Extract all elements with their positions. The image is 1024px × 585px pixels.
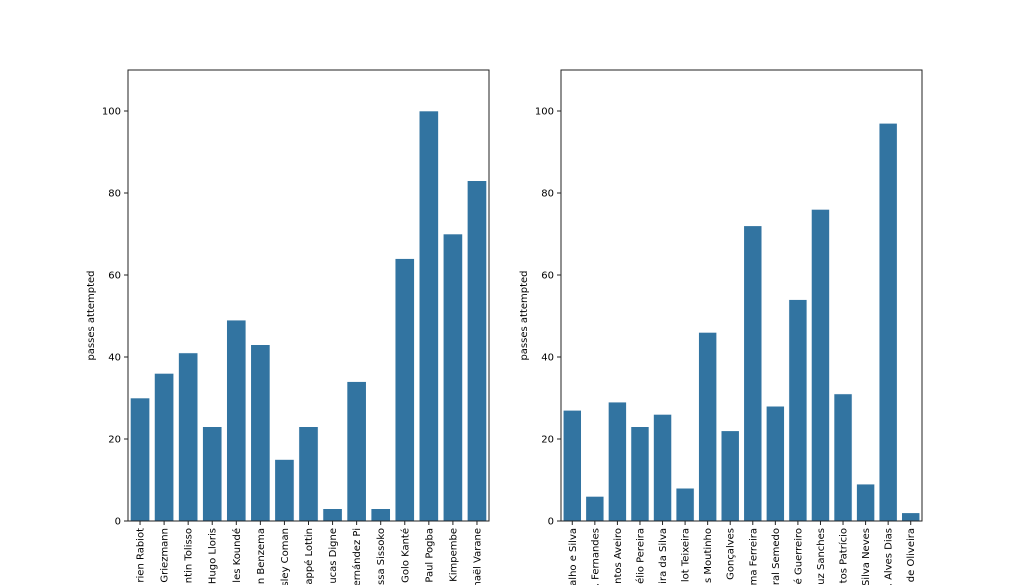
bar (562, 409, 582, 522)
bar (467, 180, 487, 522)
x-tick-label: ntos Aveiro (613, 528, 624, 584)
x-tick-label: Hugo Lloris (208, 528, 219, 584)
bar (766, 405, 785, 522)
x-tick-label: uz Sanches (816, 528, 827, 585)
x-tick-label: ucas Digne (328, 528, 339, 584)
y-tick-label: 60 (108, 271, 121, 282)
x-tick-label: lot Teixeira (681, 528, 692, 582)
y-tick-label: 0 (115, 517, 121, 528)
bar (743, 225, 763, 522)
x-tick-label: ira da Silva (658, 528, 669, 584)
y-tick-label: 100 (535, 107, 554, 118)
y-tick-label: 80 (108, 189, 121, 200)
y-tick-label: 20 (541, 435, 554, 446)
bar (585, 496, 605, 522)
bar (178, 352, 199, 522)
bar (901, 512, 921, 522)
bar (675, 487, 695, 522)
bar (370, 508, 391, 522)
bar (833, 393, 853, 522)
x-tick-label: Silva Neves (861, 528, 872, 585)
y-axis-title: passes attempted (519, 270, 530, 360)
x-tick-label: alho e Silva (568, 528, 579, 585)
x-tick-label: les Koundé (231, 528, 243, 583)
x-tick-label: tos Patrício (838, 528, 850, 583)
bar (878, 123, 898, 522)
y-axis-title: passes attempted (86, 270, 97, 360)
x-tick-label: Griezmann (160, 528, 171, 583)
bar (653, 414, 672, 522)
chart-portugal: 0 20 40 60 80 100 alho e Silva . Fernandes ntos … (519, 69, 923, 585)
bar (442, 233, 463, 522)
bar (811, 209, 830, 522)
bar (698, 332, 717, 522)
x-tick-label: Kimpembe (448, 528, 459, 582)
x-tick-label: . Fernandes (590, 528, 601, 585)
axes-frame (560, 69, 923, 522)
x-tick-label: de Oliveira (906, 528, 917, 582)
bar (322, 508, 343, 522)
bar (394, 258, 415, 522)
x-tick-label: ernández Pi (351, 528, 363, 585)
x-tick-label: ma Ferreira (748, 528, 759, 585)
bar (226, 319, 247, 522)
chart-france: 0 20 40 60 80 100 rien Rabiot Griezmann ntin Tol… (86, 69, 490, 585)
y-tick-label: 20 (108, 435, 121, 446)
x-tick-label: Paul Pogba (424, 528, 435, 583)
x-tick-label: s Moutinho (703, 528, 714, 583)
bar (250, 344, 271, 522)
x-tick-label: appé Lottin (303, 528, 315, 585)
x-tick-label: Gonçalves (726, 528, 737, 580)
bar (346, 381, 367, 522)
x-tick-label: naël Varane (472, 528, 483, 585)
bar (154, 373, 175, 522)
bar (788, 299, 808, 522)
x-tick-label: ntin Tolisso (184, 528, 195, 583)
bar (630, 426, 650, 522)
bar (608, 401, 627, 522)
x-tick-label: . Alves Dias (884, 528, 895, 585)
y-tick-label: 100 (102, 107, 121, 118)
y-tick-label: 40 (541, 353, 554, 364)
bar (720, 430, 740, 522)
x-tick-label: élio Pereira (634, 528, 646, 584)
x-tick-label: n Benzema (256, 528, 267, 584)
y-tick-label: 80 (541, 189, 554, 200)
bar (298, 426, 319, 522)
y-tick-label: 40 (108, 353, 121, 364)
x-tick-label: sley Coman (280, 528, 291, 585)
bar (130, 397, 150, 522)
bar (418, 110, 439, 522)
x-tick-label: ral Semedo (771, 528, 782, 585)
x-tick-label: é Guerreiro (792, 528, 804, 584)
bar (856, 483, 875, 522)
x-tick-label: Golo Kanté (399, 528, 411, 583)
y-tick-label: 60 (541, 271, 554, 282)
x-tick-label: rien Rabiot (136, 528, 147, 583)
y-tick-label: 0 (548, 517, 554, 528)
bar (202, 426, 223, 522)
x-tick-label: ssa Sissoko (376, 528, 387, 585)
bar (274, 459, 295, 522)
